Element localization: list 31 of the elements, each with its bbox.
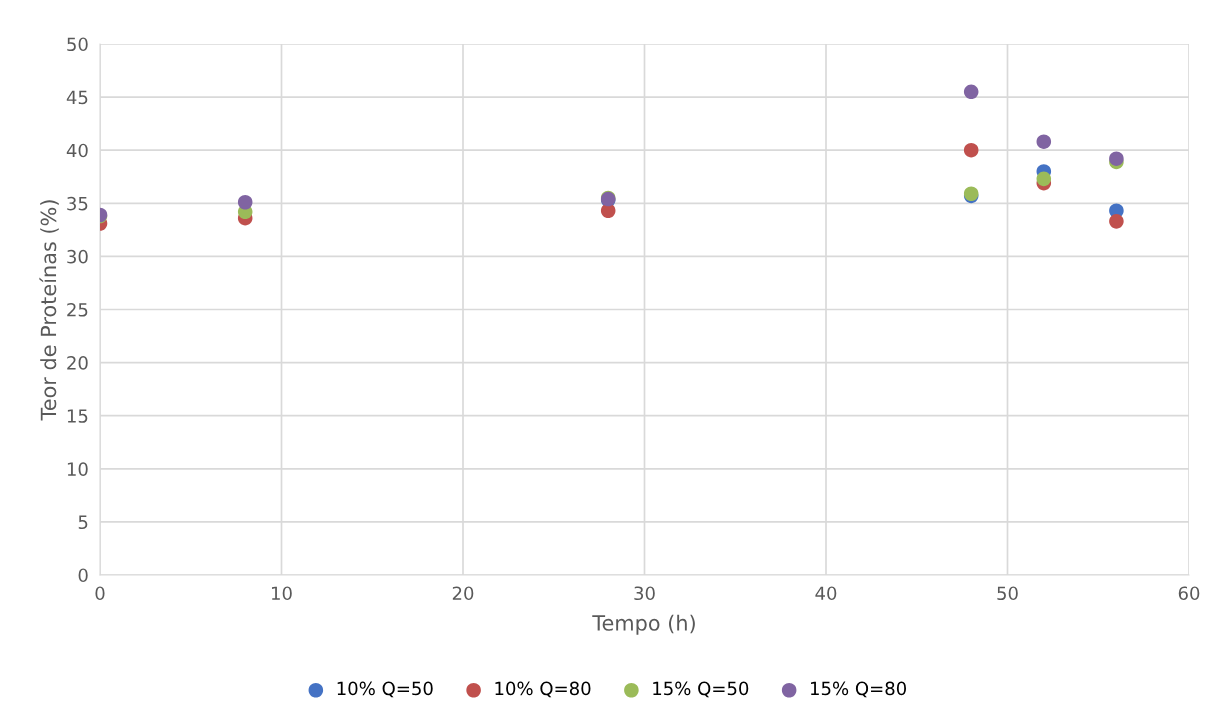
legend-label: 15% Q=50	[653, 681, 749, 698]
x-tick-label: 60	[1178, 586, 1200, 601]
y-tick-label: 40	[66, 143, 88, 158]
x-tick-label: 10	[272, 586, 292, 601]
x-tick-label: 30	[634, 586, 655, 601]
y-tick-label: 50	[67, 37, 88, 52]
y-tick-label: 10	[67, 462, 88, 476]
y-tick-label: 0	[78, 568, 88, 583]
point	[1109, 214, 1124, 229]
legend-label: 15% Q=80	[811, 681, 907, 698]
y-axis-title: Teor de Proteínas (%)	[39, 200, 59, 421]
point	[237, 194, 253, 210]
legend-label: 10% Q=80	[495, 681, 591, 698]
y-tick-label: 5	[78, 515, 88, 530]
x-tick-label: 0	[95, 586, 105, 601]
x-tick-label: 20	[452, 586, 474, 601]
y-tick-label: 15	[67, 409, 88, 423]
point	[1109, 151, 1124, 166]
y-tick-label: 35	[67, 196, 88, 211]
y-tick-label: 25	[67, 302, 88, 317]
point	[963, 84, 979, 100]
x-axis-title: Tempo (h)	[592, 614, 695, 635]
x-tick-label: 50	[997, 586, 1018, 601]
y-tick-label: 30	[67, 249, 88, 264]
point	[963, 142, 979, 158]
legend-label: 10% Q=50	[337, 681, 433, 698]
y-tick-label: 45	[66, 90, 88, 105]
point	[1036, 171, 1052, 187]
point	[1036, 134, 1052, 149]
x-tick-label: 40	[815, 586, 837, 601]
y-tick-label: 20	[67, 356, 88, 370]
